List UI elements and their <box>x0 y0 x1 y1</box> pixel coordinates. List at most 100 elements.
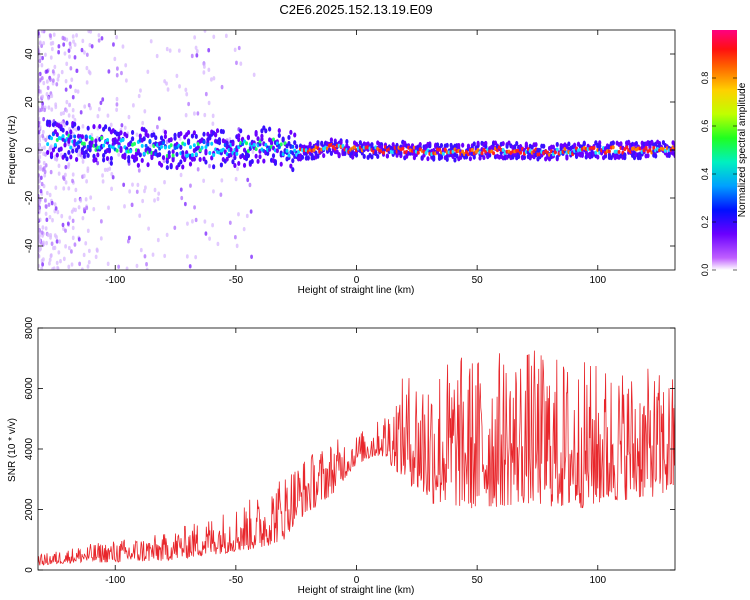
spectrogram-noise-point <box>115 35 118 40</box>
spectrogram-noise-point <box>85 65 89 71</box>
spectrogram-noise-point <box>115 96 119 102</box>
spectrogram-noise-point <box>139 88 142 93</box>
spectrogram-noise-point <box>163 79 167 84</box>
spectrogram-noise-point <box>220 84 224 90</box>
spectrogram-noise-point <box>65 108 69 113</box>
spectrogram-noise-point <box>64 228 67 233</box>
spectrogram-noise-point <box>38 142 41 148</box>
spectrogram-xtick-label: 50 <box>472 275 484 286</box>
spectrogram-noise-point <box>38 80 40 85</box>
spectrogram-noise-point <box>48 192 52 198</box>
spectrogram-noise-point <box>211 121 215 126</box>
spectrogram-ridge-point <box>438 147 442 152</box>
spectrogram-noise-point <box>117 264 121 269</box>
spectrogram-ridge-point <box>492 151 496 156</box>
spectrogram-noise-point <box>77 205 81 210</box>
spectrogram-noise-point <box>42 160 46 166</box>
spectrogram-ridge-halo <box>522 155 527 161</box>
spectrogram-noise-point <box>47 96 50 101</box>
spectrogram-noise-point <box>70 77 74 82</box>
spectrogram-noise-point <box>50 46 54 52</box>
spectrogram-ridge-point <box>208 151 212 156</box>
spectrogram-ridge-halo <box>320 140 324 146</box>
spectrogram-ridge-point <box>277 145 281 150</box>
spectrogram-noise-point <box>203 219 207 224</box>
spectrogram-noise-point <box>191 219 194 224</box>
spectrogram-noise-point <box>74 88 77 94</box>
spectrogram-noise-point <box>58 239 61 244</box>
spectrogram-noise-point <box>73 55 77 60</box>
spectrogram-ridge-halo <box>646 153 650 159</box>
spectrogram-noise-point <box>149 143 152 148</box>
spectrogram-noise-point <box>49 144 53 149</box>
spectrogram-ridge-halo <box>287 135 291 141</box>
spectrogram-noise-point <box>237 212 240 217</box>
spectrogram-ridge-halo <box>246 153 251 159</box>
spectrogram-ridge-point <box>100 136 104 141</box>
spectrogram-ridge-halo <box>136 148 140 154</box>
spectrogram-ridge-halo <box>580 151 584 157</box>
spectrogram-ridge-point <box>663 148 667 153</box>
spectrogram-ridge-halo <box>237 137 241 143</box>
spectrogram-noise-point <box>70 262 74 267</box>
spectrogram-noise-point <box>193 35 197 40</box>
spectrogram-noise-point <box>138 213 142 218</box>
spectrogram-noise-point <box>97 38 101 43</box>
spectrogram-noise-point <box>103 167 107 173</box>
spectrogram-noise-point <box>41 104 44 110</box>
spectrogram-noise-point <box>235 243 239 249</box>
spectrogram-noise-point <box>184 113 188 118</box>
spectrogram-noise-point <box>122 182 126 188</box>
spectrogram-ridge-halo <box>154 135 158 141</box>
spectrogram-noise-point <box>155 53 159 59</box>
spectrogram-ridge-halo <box>202 156 206 162</box>
spectrogram-noise-point <box>117 152 121 157</box>
spectrogram-noise-point <box>82 252 86 258</box>
spectrogram-noise-point <box>79 198 83 203</box>
spectrogram-ridge-point <box>183 142 187 147</box>
spectrogram-noise-point <box>44 204 48 209</box>
spectrogram-xtick-label: -100 <box>105 275 125 286</box>
spectrogram-noise-point <box>57 163 61 169</box>
spectrogram-noise-point <box>40 266 44 270</box>
spectrogram-noise-point <box>163 180 166 185</box>
spectrogram-noise-point <box>99 236 103 241</box>
spectrogram-noise-point <box>84 197 88 202</box>
spectrogram-ytick-label: 0 <box>24 147 35 153</box>
spectrogram-ridge-halo <box>461 142 465 148</box>
spectrogram-noise-point <box>85 205 89 211</box>
spectrogram-noise-point <box>69 66 73 71</box>
spectrogram-ridge-halo <box>130 136 135 142</box>
spectrogram-ridge-halo <box>169 137 173 143</box>
spectrogram-noise-point <box>57 171 61 176</box>
spectrogram-noise-point <box>40 30 44 34</box>
spectrogram-ridge-halo <box>221 129 225 135</box>
spectrogram-ridge-halo <box>316 153 320 159</box>
spectrogram-noise-point <box>106 113 110 118</box>
spectrogram-ridge-halo <box>231 141 235 147</box>
spectrogram-ridge-halo <box>289 129 293 135</box>
spectrogram-noise-point <box>42 80 46 86</box>
spectrogram-ridge-halo <box>582 141 586 147</box>
spectrogram-ridge-halo <box>123 154 127 160</box>
spectrogram-noise-point <box>141 120 145 126</box>
spectrogram-noise-point <box>202 178 206 183</box>
spectrogram-noise-point <box>45 79 49 84</box>
spectrogram-noise-point <box>84 241 88 246</box>
spectrogram-noise-point <box>61 222 65 228</box>
spectrogram-noise-point <box>48 261 51 266</box>
spectrogram-ridge-halo <box>634 140 638 146</box>
spectrogram-noise-point <box>38 55 42 60</box>
spectrogram-ridge-point <box>594 150 598 155</box>
spectrogram-noise-point <box>82 207 86 212</box>
snr-ytick-label: 0 <box>24 567 35 573</box>
spectrogram-ridge-point <box>443 147 447 152</box>
spectrogram-ridge-halo <box>169 164 173 170</box>
spectrogram-ridge-halo <box>237 133 241 139</box>
spectrogram-noise-point <box>116 66 119 71</box>
spectrogram-xtick-label: 0 <box>354 275 360 286</box>
spectrogram-ridge-halo <box>551 144 555 150</box>
spectrogram-ridge-halo <box>82 153 86 159</box>
spectrogram-noise-point <box>71 114 75 119</box>
spectrogram-noise-point <box>153 187 157 193</box>
